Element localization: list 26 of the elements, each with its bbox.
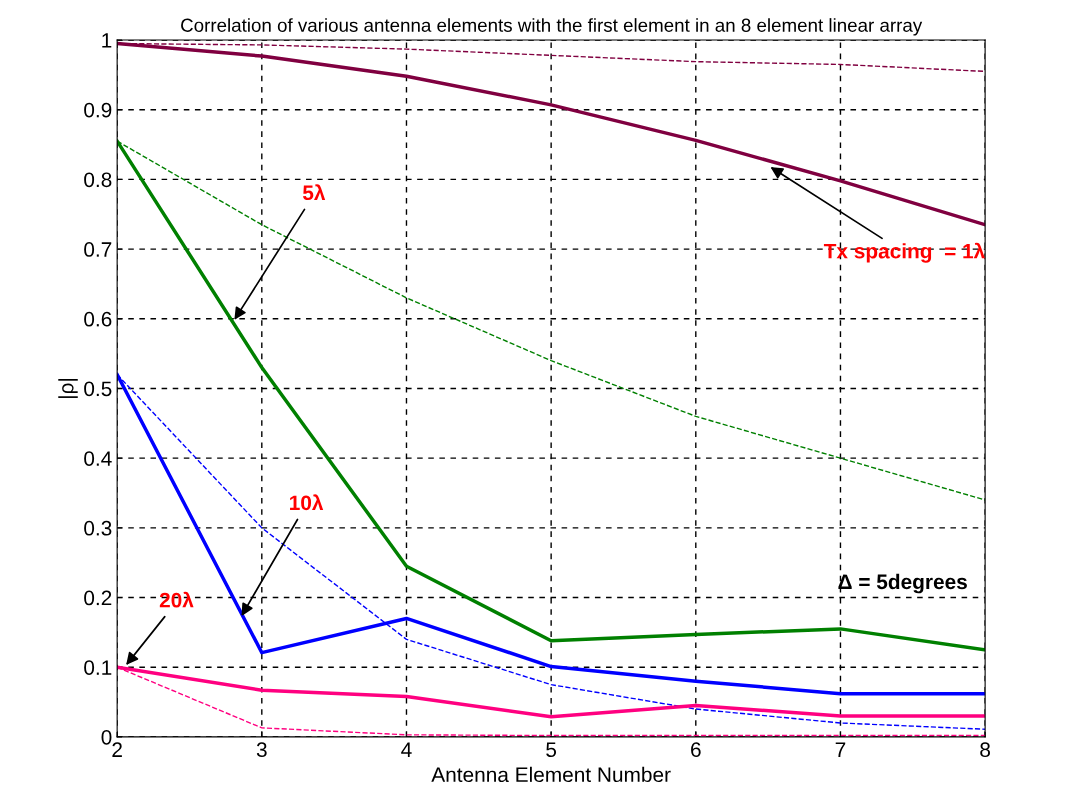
y-axis-title: |ρ| (58, 379, 78, 398)
y-tick-label: 0.8 (84, 172, 112, 188)
y-tick-label: 0.5 (84, 381, 112, 397)
x-tick-label: 6 (691, 742, 701, 758)
y-tick-label: 0.3 (84, 520, 112, 536)
y-tick-label: 0.2 (84, 590, 112, 606)
x-tick-label: 4 (401, 742, 412, 757)
y-tick-label: 0.9 (84, 102, 112, 118)
annotation: Tx spacing = 1λ (823, 242, 985, 263)
x-axis-title: Antenna Element Number (431, 766, 671, 783)
x-tick-label: 7 (835, 742, 846, 757)
y-tick-label: 0.1 (84, 660, 112, 675)
annotation: 10λ (290, 494, 324, 511)
annotation: 5λ (302, 184, 326, 201)
y-tick-label: 0.7 (84, 242, 112, 257)
y-tick-label: 0.6 (84, 311, 112, 327)
annotation: Δ = 5degrees (838, 573, 967, 594)
y-tick-label: 1 (102, 33, 112, 48)
chart-title: Correlation of various antenna elements with the first element in an 8 element linear array (181, 18, 923, 36)
x-tick-label: 8 (980, 742, 991, 758)
x-tick-label: 5 (546, 742, 557, 758)
x-tick-label: 3 (256, 742, 267, 758)
x-tick-label: 2 (112, 742, 122, 757)
y-tick-label: 0.4 (84, 451, 112, 466)
annotation: 20λ (159, 591, 194, 608)
y-tick-label: 0 (101, 729, 112, 745)
